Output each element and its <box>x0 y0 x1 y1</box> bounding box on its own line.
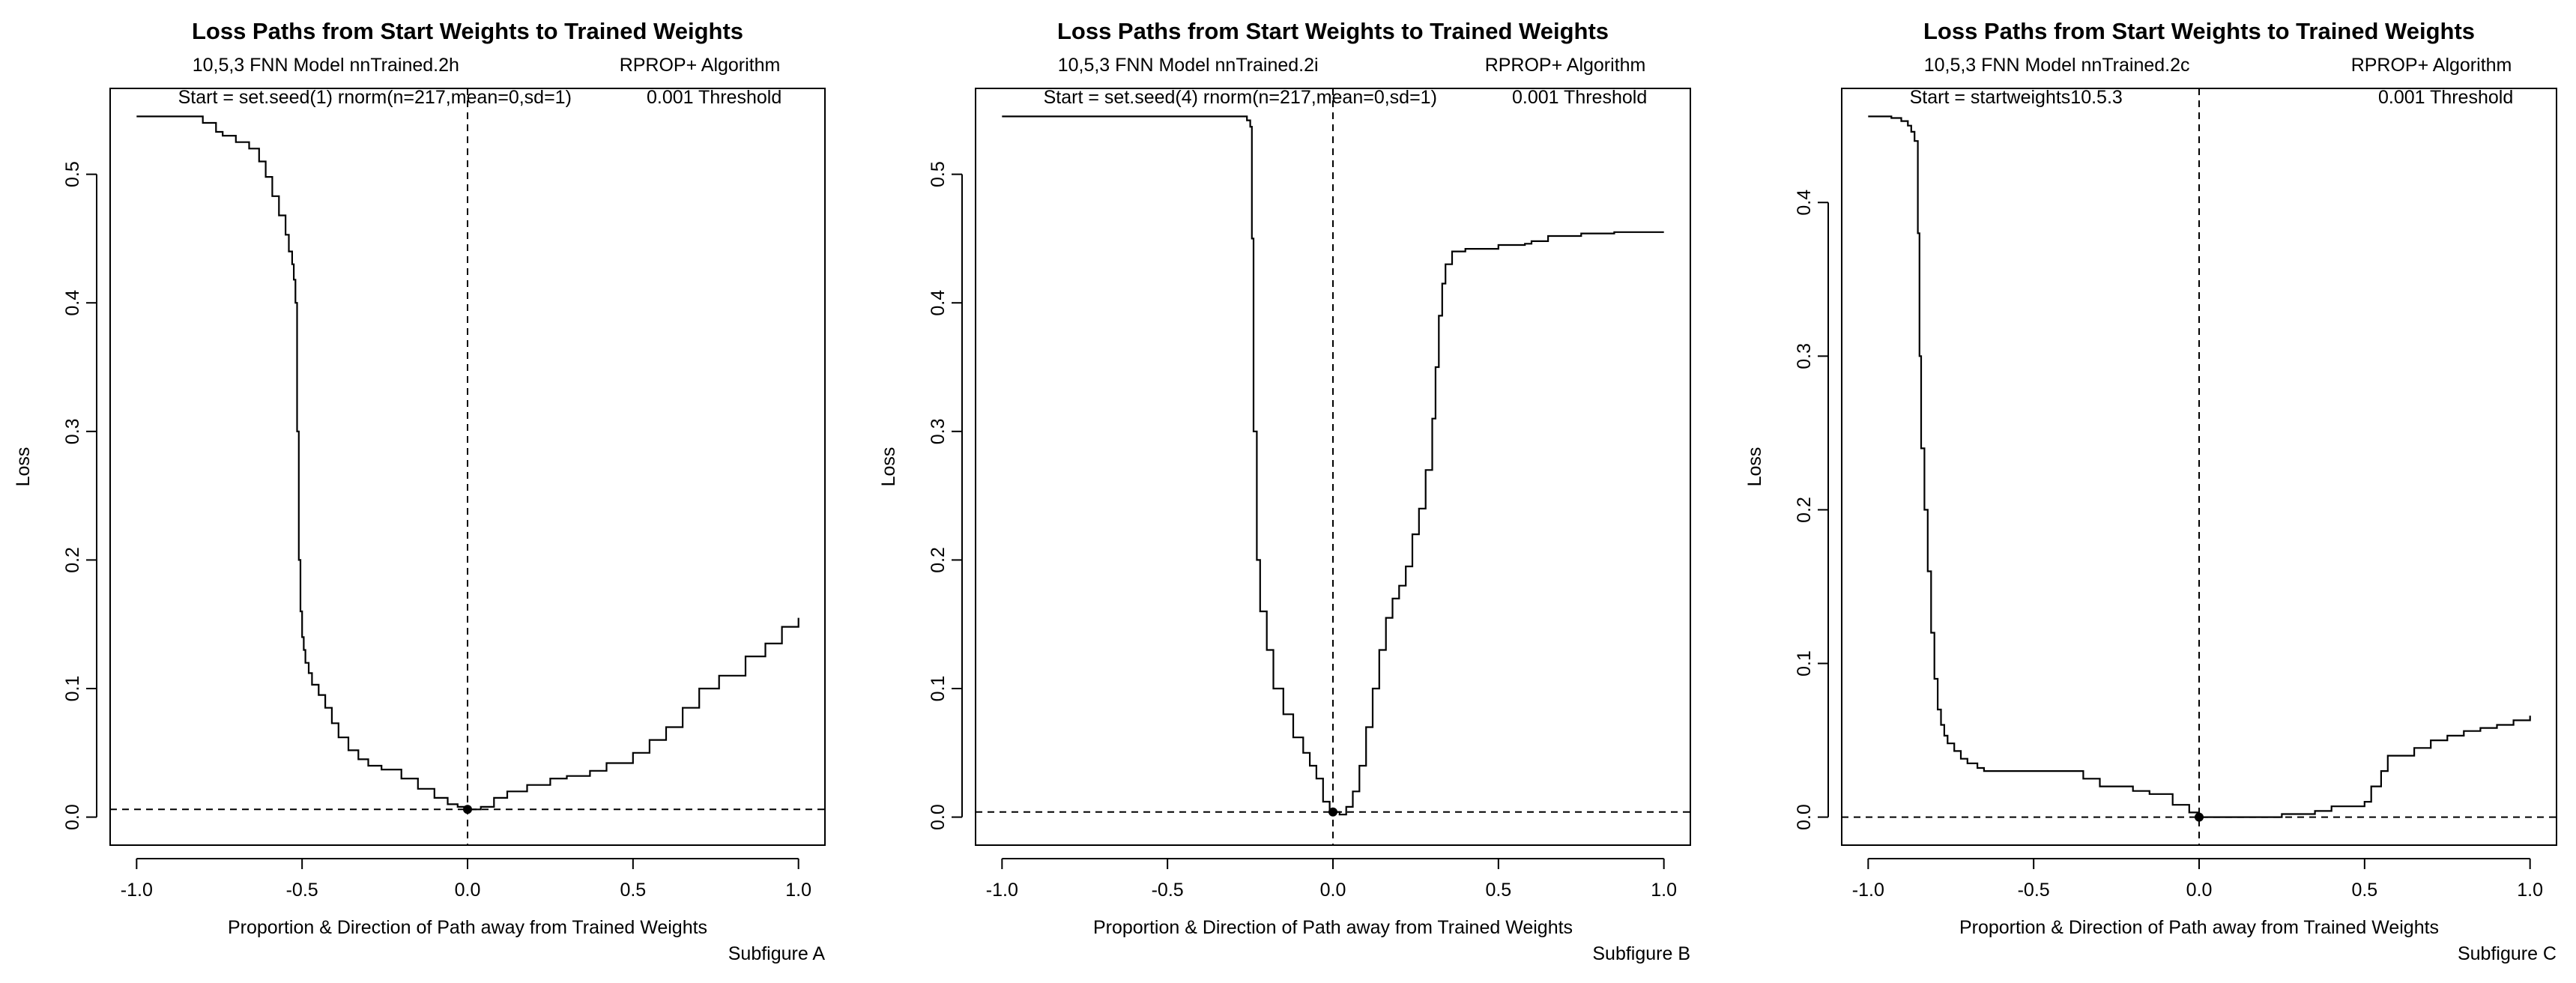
algorithm-label: RPROP+ Algorithm <box>620 55 781 76</box>
y-tick-label: 0.4 <box>62 290 83 316</box>
algorithm-label: RPROP+ Algorithm <box>1485 55 1646 76</box>
x-tick-label: 0.5 <box>2351 880 2377 901</box>
x-tick-label: 1.0 <box>2517 880 2543 901</box>
x-tick-label: 0.0 <box>2186 880 2213 901</box>
x-tick-label: 0.5 <box>620 880 646 901</box>
x-tick-label: -0.5 <box>1152 880 1184 901</box>
trained-weights-point <box>2195 812 2204 822</box>
loss-path-series <box>1868 115 2531 818</box>
y-axis-label: Loss <box>878 447 899 487</box>
y-tick-label: 0.0 <box>62 804 83 830</box>
trained-weights-point <box>463 805 472 814</box>
x-tick-label: 1.0 <box>785 880 811 901</box>
y-tick-label: 0.2 <box>928 547 949 573</box>
threshold-label: 0.001 Threshold <box>647 87 781 108</box>
x-tick-label: -0.5 <box>2018 880 2050 901</box>
chart-title: Loss Paths from Start Weights to Trained… <box>1057 18 1609 44</box>
chart-title: Loss Paths from Start Weights to Trained… <box>192 18 743 44</box>
y-tick-label: 0.0 <box>928 804 949 830</box>
chart-panel-3: Loss Paths from Start Weights to Trained… <box>1744 18 2557 964</box>
y-tick-label: 0.3 <box>1794 343 1815 369</box>
subfigure-caption: Subfigure B <box>1592 943 1690 964</box>
y-tick-label: 0.2 <box>62 547 83 573</box>
y-axis-label: Loss <box>1744 447 1765 487</box>
subfigure-caption: Subfigure A <box>728 943 826 964</box>
loss-path-series <box>136 115 799 811</box>
x-tick-label: -1.0 <box>1852 880 1884 901</box>
x-tick-label: 0.5 <box>1485 880 1511 901</box>
algorithm-label: RPROP+ Algorithm <box>2351 55 2512 76</box>
threshold-label: 0.001 Threshold <box>2378 87 2513 108</box>
y-tick-label: 0.1 <box>928 676 949 702</box>
y-tick-label: 0.5 <box>62 161 83 187</box>
y-tick-label: 0.5 <box>928 161 949 187</box>
chart-title: Loss Paths from Start Weights to Trained… <box>1923 18 2475 44</box>
chart-panel-1: Loss Paths from Start Weights to Trained… <box>13 18 826 964</box>
model-label: 10,5,3 FNN Model nnTrained.2h <box>193 55 459 76</box>
y-tick-label: 0.2 <box>1794 497 1815 523</box>
model-label: 10,5,3 FNN Model nnTrained.2i <box>1058 55 1319 76</box>
y-tick-label: 0.4 <box>928 290 949 316</box>
panels: Loss Paths from Start Weights to Trained… <box>13 18 2557 964</box>
x-tick-label: 1.0 <box>1651 880 1677 901</box>
x-tick-label: 0.0 <box>455 880 481 901</box>
x-axis-label: Proportion & Direction of Path away from… <box>228 917 707 938</box>
chart-panel-2: Loss Paths from Start Weights to Trained… <box>878 18 1691 964</box>
y-tick-label: 0.3 <box>928 418 949 444</box>
loss-path-series <box>1002 115 1664 816</box>
y-tick-label: 0.1 <box>1794 650 1815 677</box>
x-tick-label: -1.0 <box>986 880 1018 901</box>
subfigure-caption: Subfigure C <box>2458 943 2557 964</box>
x-tick-label: -0.5 <box>286 880 318 901</box>
y-tick-label: 0.1 <box>62 676 83 702</box>
y-tick-label: 0.3 <box>62 418 83 444</box>
x-axis-label: Proportion & Direction of Path away from… <box>1959 917 2439 938</box>
y-tick-label: 0.4 <box>1794 190 1815 216</box>
x-tick-label: -1.0 <box>121 880 153 901</box>
start-label: Start = set.seed(4) rnorm(n=217,mean=0,s… <box>1044 87 1437 108</box>
trained-weights-point <box>1328 807 1337 817</box>
x-tick-label: 0.0 <box>1320 880 1346 901</box>
x-axis-label: Proportion & Direction of Path away from… <box>1093 917 1573 938</box>
y-tick-label: 0.0 <box>1794 804 1815 830</box>
y-axis-label: Loss <box>13 447 34 487</box>
start-label: Start = startweights10.5.3 <box>1910 87 2123 108</box>
model-label: 10,5,3 FNN Model nnTrained.2c <box>1924 55 2190 76</box>
threshold-label: 0.001 Threshold <box>1512 87 1647 108</box>
start-label: Start = set.seed(1) rnorm(n=217,mean=0,s… <box>178 87 572 108</box>
